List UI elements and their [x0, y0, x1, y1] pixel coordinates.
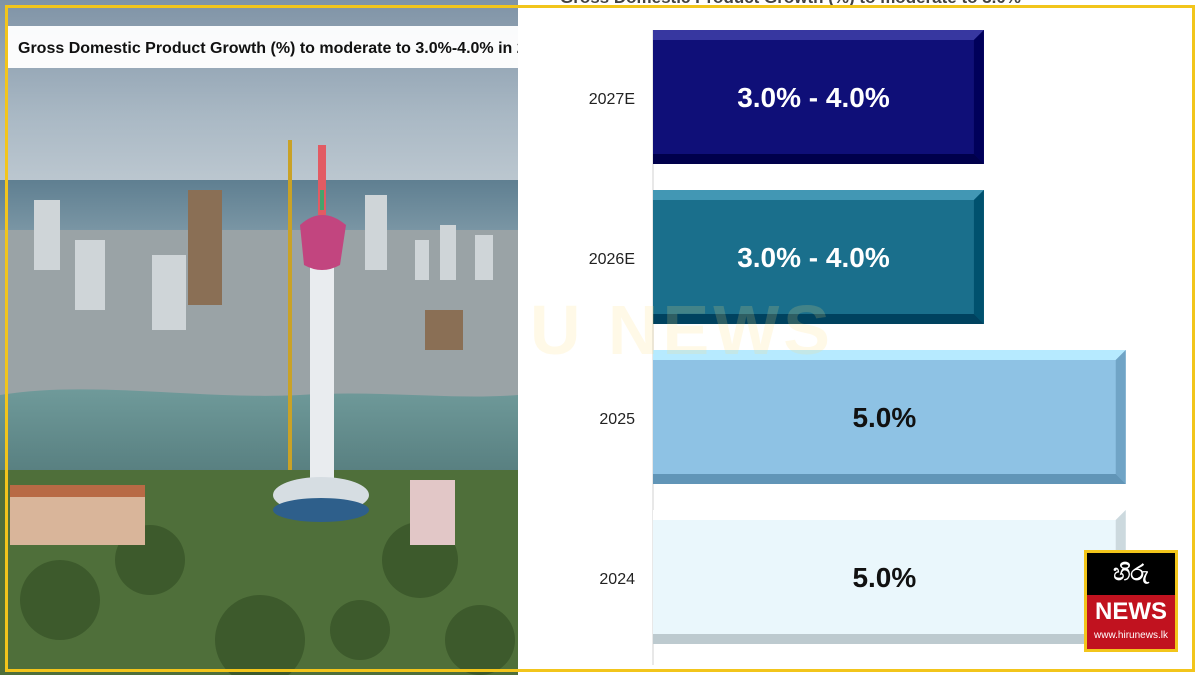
- skyline-illustration: [0, 0, 518, 675]
- bar-bevel-bottom-2027E: [653, 154, 984, 164]
- tick-label-2027E: 2027E: [589, 91, 635, 108]
- bar-bevel-top-2026E: [653, 190, 984, 200]
- hiru-news-logo: හිරු NEWS www.hirunews.lk: [1084, 550, 1178, 652]
- photo-title-band: [8, 26, 518, 68]
- data-label-2024: 5.0%: [852, 562, 916, 593]
- bar-2027E: [653, 30, 984, 164]
- bar-bevel-bottom-2024: [653, 634, 1126, 644]
- city-skyline-photo: Gross Domestic Product Growth (%) to mod…: [0, 0, 518, 675]
- data-label-2025: 5.0%: [852, 402, 916, 433]
- cut-header-text: Gross Domestic Product Growth (%) to mod…: [560, 0, 1021, 8]
- bar-bevel-bottom-2026E: [653, 314, 984, 324]
- bar-2025: [653, 350, 1126, 484]
- bar-bevel-right-2027E: [973, 30, 984, 164]
- bar-bevel-top-2025: [653, 350, 1126, 360]
- data-label-2026E: 3.0% - 4.0%: [737, 242, 890, 273]
- data-label-2027E: 3.0% - 4.0%: [737, 82, 890, 113]
- bar-bevel-bottom-2025: [653, 474, 1126, 484]
- gdp-growth-bar-chart: 3.0% - 4.0% 2027E 3.0% - 4.0% 2026E 5.0% 2025…: [518, 0, 1200, 675]
- bar-bevel-right-2026E: [973, 190, 984, 324]
- logo-news-text: NEWS: [1095, 598, 1167, 625]
- bar-2024: [653, 510, 1126, 644]
- tick-label-2026E: 2026E: [589, 251, 635, 268]
- bar-2026E: [653, 190, 984, 324]
- logo-sinhala-text: හිරු: [1087, 553, 1175, 595]
- chart-svg: 3.0% - 4.0% 2027E 3.0% - 4.0% 2026E 5.0% 2025…: [589, 30, 1126, 665]
- photo-title: Gross Domestic Product Growth (%) to mod…: [18, 40, 518, 57]
- tick-label-2025: 2025: [599, 411, 635, 428]
- bar-bevel-top-2024: [653, 510, 1126, 520]
- bar-bevel-top-2027E: [653, 30, 984, 40]
- logo-url-text: www.hirunews.lk: [1094, 630, 1168, 641]
- bar-bevel-right-2025: [1115, 350, 1126, 484]
- tick-label-2024: 2024: [599, 571, 635, 588]
